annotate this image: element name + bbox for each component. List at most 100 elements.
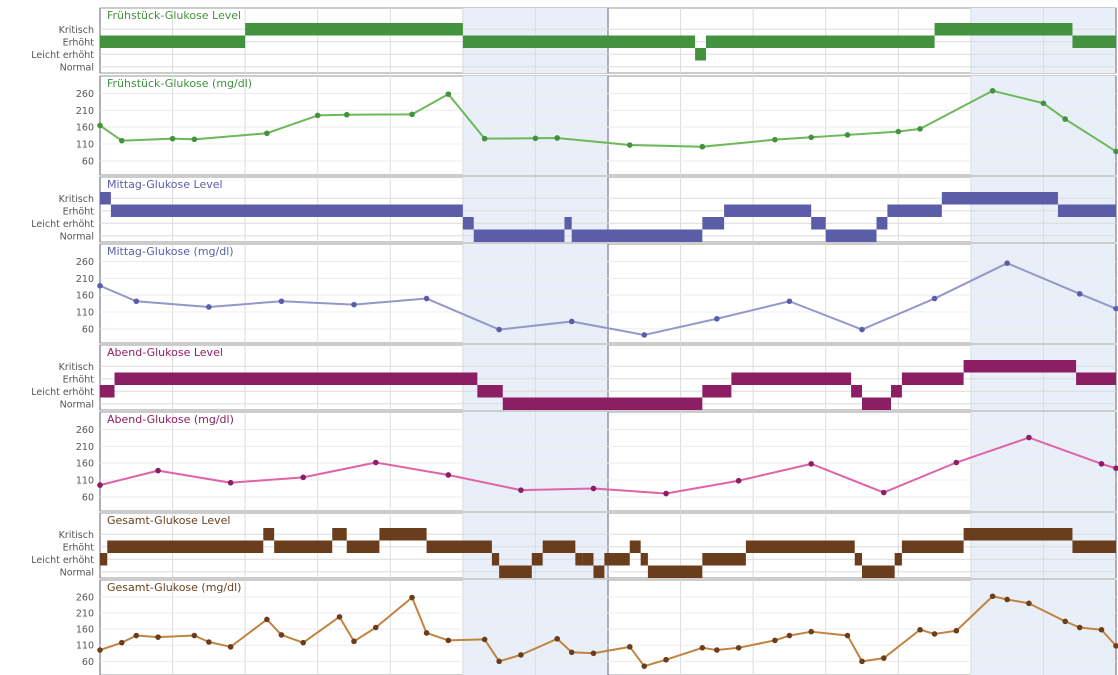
data-point (481, 135, 488, 142)
level-segment (100, 192, 111, 205)
level-segment (702, 385, 732, 398)
data-point (300, 474, 307, 481)
y-tick-label: 60 (82, 324, 94, 335)
data-point (641, 663, 648, 669)
level-segment (462, 217, 474, 230)
data-point (1062, 116, 1068, 122)
data-point (169, 135, 176, 142)
data-point (735, 645, 742, 651)
y-tick-label: 260 (76, 257, 94, 268)
data-point (931, 295, 938, 302)
y-tick-label: 60 (82, 156, 94, 167)
level-label: Kritisch (59, 25, 94, 36)
level-label: Leicht erhöht (31, 555, 94, 566)
panel-title: Gesamt-Glukose Level (107, 514, 230, 527)
data-point (445, 472, 452, 478)
data-point (155, 634, 161, 640)
level-segment (110, 204, 463, 217)
level-segment (811, 217, 826, 230)
y-tick-label: 260 (76, 592, 94, 603)
data-point (372, 459, 379, 466)
data-point (917, 126, 923, 132)
data-point (278, 632, 285, 638)
level-segment (245, 23, 463, 36)
panel-7: 260 210 160 110 60 Gesamt-Glukose (mg/dl) (76, 579, 1118, 675)
y-tick-label: 210 (76, 106, 94, 117)
data-point (699, 645, 706, 651)
data-point (844, 632, 851, 639)
data-point (1113, 305, 1118, 312)
level-label: Leicht erhöht (31, 387, 94, 398)
data-point (1076, 291, 1083, 297)
data-point (264, 616, 270, 623)
data-point (859, 326, 865, 333)
data-point (133, 632, 140, 639)
level-segment (745, 540, 855, 553)
data-point (227, 644, 234, 650)
level-label: Normal (60, 399, 94, 410)
level-label: Erhöht (63, 206, 95, 217)
level-segment (346, 540, 380, 553)
data-point (445, 637, 452, 644)
y-tick-label: 110 (76, 140, 94, 151)
data-point (206, 639, 212, 645)
data-point (409, 111, 415, 118)
series-line (99, 262, 1117, 336)
level-segment (901, 540, 964, 553)
level-segment (114, 372, 478, 385)
level-segment (934, 23, 1073, 36)
data-point (590, 650, 597, 657)
data-point (336, 614, 343, 620)
level-segment (379, 528, 427, 541)
y-tick-label: 160 (76, 123, 94, 134)
data-point (97, 482, 103, 488)
level-segment (502, 397, 703, 410)
level-segment (604, 553, 630, 566)
level-segment (593, 565, 605, 578)
y-tick-label: 260 (76, 89, 94, 100)
level-segment (100, 385, 115, 398)
data-point (445, 91, 452, 97)
data-point (351, 638, 357, 645)
data-point (917, 626, 923, 633)
data-point (206, 304, 212, 310)
data-point (314, 112, 321, 119)
level-segment (274, 540, 333, 553)
level-segment (876, 217, 888, 230)
data-point (699, 143, 706, 150)
data-point (931, 631, 938, 637)
data-point (786, 632, 793, 639)
level-segment (647, 565, 703, 578)
level-segment (531, 553, 543, 566)
data-point (989, 593, 996, 600)
data-point (518, 487, 524, 493)
data-point (423, 630, 430, 636)
panel-title: Frühstück-Glukose (mg/dl) (107, 77, 252, 90)
y-tick-label: 160 (76, 625, 94, 636)
data-point (808, 134, 814, 141)
level-segment (582, 553, 594, 566)
data-point (641, 332, 648, 338)
level-segment (731, 372, 852, 385)
level-segment (575, 553, 583, 566)
data-point (496, 326, 502, 333)
level-segment (724, 204, 812, 217)
level-segment (477, 385, 503, 398)
data-point (1062, 618, 1068, 625)
data-point (786, 298, 793, 305)
level-segment (499, 565, 532, 578)
level-label: Normal (60, 231, 94, 242)
level-segment (854, 553, 862, 566)
level-segment (491, 553, 500, 566)
level-segment (963, 528, 1073, 541)
panel-3: 260 210 160 110 60 Mittag-Glukose (mg/dl) (76, 243, 1118, 344)
data-point (880, 655, 887, 661)
level-segment (851, 385, 862, 398)
level-segment (1072, 35, 1116, 48)
level-segment (963, 360, 1077, 373)
level-segment (887, 204, 942, 217)
data-point (859, 658, 865, 665)
